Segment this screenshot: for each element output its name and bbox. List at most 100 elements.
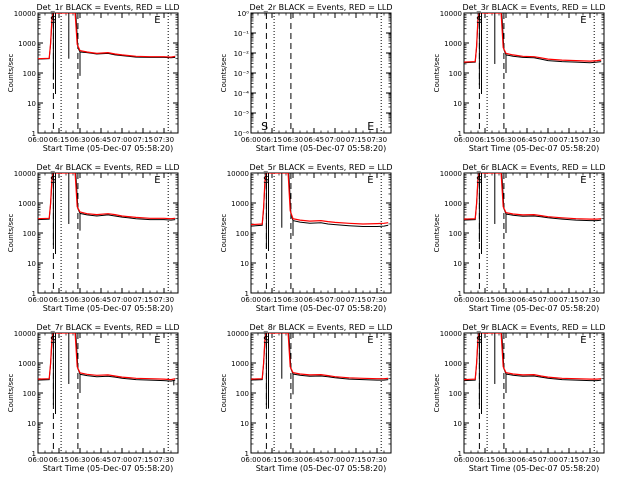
x-tick-label: 06:30 bbox=[496, 456, 516, 464]
y-tick-label: 1000 bbox=[18, 360, 36, 368]
x-tick-label: 07:15 bbox=[346, 136, 366, 144]
x-tick-label: 07:30 bbox=[367, 136, 387, 144]
plot-area bbox=[38, 333, 176, 453]
y-tick-label: 10 bbox=[27, 260, 36, 268]
y-tick-label: 10⁻³ bbox=[234, 70, 250, 78]
x-tick-label: 06:15 bbox=[475, 456, 495, 464]
x-tick-label: 07:15 bbox=[559, 136, 579, 144]
y-tick-label: 1000 bbox=[444, 40, 462, 48]
panel-title: Det_4r BLACK = Events, RED = LLD bbox=[36, 163, 179, 172]
y-tick-label: 1000 bbox=[231, 360, 249, 368]
y-tick-label: 100 bbox=[23, 70, 36, 78]
x-tick-label: 07:15 bbox=[346, 296, 366, 304]
start-marker: S bbox=[476, 335, 482, 346]
x-tick-label: 06:00 bbox=[28, 296, 48, 304]
start-marker: S bbox=[476, 15, 482, 26]
panel-det8r: Det_8r BLACK = Events, RED = LLD 1 10 100 10… bbox=[220, 323, 393, 473]
y-axis-label: Counts/sec bbox=[433, 374, 441, 413]
end-marker: E bbox=[367, 175, 373, 186]
x-tick-label: 07:00 bbox=[538, 136, 558, 144]
x-tick-label: 06:00 bbox=[454, 136, 474, 144]
plot-frame bbox=[463, 12, 605, 134]
end-marker: E bbox=[580, 175, 586, 186]
x-tick-label: 06:15 bbox=[49, 296, 69, 304]
x-axis-label: Start Time (05-Dec-07 05:58:20) bbox=[469, 304, 600, 313]
x-tick-label: 07:15 bbox=[559, 456, 579, 464]
y-tick-label: 1000 bbox=[231, 200, 249, 208]
x-axis-label: Start Time (05-Dec-07 05:58:20) bbox=[256, 464, 387, 473]
plot-frame bbox=[463, 332, 605, 454]
y-tick-label: 10 bbox=[453, 260, 462, 268]
x-tick-label: 07:15 bbox=[133, 296, 153, 304]
y-tick-label: 10 bbox=[27, 100, 36, 108]
y-tick-label: 1 bbox=[245, 290, 249, 298]
start-marker: S bbox=[50, 335, 56, 346]
panel-title: Det_7r BLACK = Events, RED = LLD bbox=[36, 323, 179, 332]
x-tick-label: 06:30 bbox=[70, 136, 90, 144]
plot-area bbox=[38, 13, 176, 133]
x-tick-label: 06:30 bbox=[496, 296, 516, 304]
x-tick-label: 07:00 bbox=[112, 136, 132, 144]
y-tick-label: 10 bbox=[453, 420, 462, 428]
x-tick-label: 06:15 bbox=[262, 136, 282, 144]
x-tick-label: 07:00 bbox=[325, 456, 345, 464]
panel-det6r: Det_6r BLACK = Events, RED = LLD 1 10 100 10… bbox=[433, 163, 606, 313]
end-marker: E bbox=[154, 15, 160, 26]
plot-frame bbox=[37, 172, 179, 294]
panel-det3r: Det_3r BLACK = Events, RED = LLD 1 10 100 10… bbox=[433, 3, 606, 153]
plot-area bbox=[38, 173, 176, 293]
end-marker: E bbox=[367, 335, 373, 346]
lld-line bbox=[251, 173, 389, 226]
y-axis-label: Counts/sec bbox=[433, 214, 441, 253]
x-tick-label: 07:15 bbox=[133, 136, 153, 144]
y-tick-label: 100 bbox=[449, 390, 462, 398]
y-tick-label: 100 bbox=[236, 230, 249, 238]
x-tick-label: 07:15 bbox=[133, 456, 153, 464]
x-tick-label: 06:15 bbox=[262, 296, 282, 304]
x-tick-label: 06:30 bbox=[283, 296, 303, 304]
plot-area bbox=[251, 333, 389, 453]
y-axis-label: Counts/sec bbox=[7, 374, 15, 413]
x-tick-label: 07:30 bbox=[154, 456, 174, 464]
y-tick-label: 10⁻¹ bbox=[234, 30, 250, 38]
y-tick-label: 1000 bbox=[444, 200, 462, 208]
y-tick-label: 10⁻⁴ bbox=[234, 90, 250, 98]
plot-frame bbox=[37, 332, 179, 454]
panel-det1r: Det_1r BLACK = Events, RED = LLD 1 10 100 10… bbox=[7, 3, 180, 153]
y-tick-label: 100 bbox=[23, 230, 36, 238]
end-marker: E bbox=[367, 120, 374, 133]
x-tick-label: 06:15 bbox=[475, 296, 495, 304]
start-marker: S bbox=[261, 120, 268, 133]
x-tick-label: 06:15 bbox=[262, 456, 282, 464]
panel-det7r: Det_7r BLACK = Events, RED = LLD 1 10 100 10… bbox=[7, 323, 180, 473]
start-marker: S bbox=[263, 335, 269, 346]
x-tick-label: 07:15 bbox=[346, 456, 366, 464]
x-tick-label: 06:30 bbox=[283, 136, 303, 144]
x-tick-label: 06:45 bbox=[91, 136, 111, 144]
y-tick-label: 10⁻⁶ bbox=[234, 130, 250, 138]
x-tick-label: 06:45 bbox=[304, 296, 324, 304]
x-tick-label: 06:30 bbox=[70, 296, 90, 304]
x-axis-label: Start Time (05-Dec-07 05:58:20) bbox=[469, 144, 600, 153]
x-tick-label: 07:00 bbox=[112, 456, 132, 464]
start-marker: S bbox=[50, 15, 56, 26]
x-tick-label: 06:30 bbox=[283, 456, 303, 464]
x-tick-label: 06:45 bbox=[91, 296, 111, 304]
y-tick-label: 1 bbox=[245, 450, 249, 458]
x-tick-label: 07:30 bbox=[580, 136, 600, 144]
x-axis-label: Start Time (05-Dec-07 05:58:20) bbox=[43, 144, 174, 153]
x-tick-label: 06:30 bbox=[496, 136, 516, 144]
plot-area bbox=[265, 13, 382, 133]
y-tick-label: 1000 bbox=[444, 360, 462, 368]
panel-det4r: Det_4r BLACK = Events, RED = LLD 1 10 100 10… bbox=[7, 163, 180, 313]
lld-line bbox=[38, 13, 176, 60]
x-tick-label: 07:00 bbox=[325, 136, 345, 144]
y-tick-label: 1 bbox=[32, 290, 36, 298]
x-tick-label: 06:45 bbox=[91, 456, 111, 464]
x-tick-label: 06:00 bbox=[454, 296, 474, 304]
x-tick-label: 06:45 bbox=[517, 456, 537, 464]
panel-det2r: Det_2r BLACK = Events, RED = LLD 10⁻⁶ 10⁻⁵… bbox=[220, 3, 393, 153]
x-tick-label: 06:15 bbox=[475, 136, 495, 144]
y-axis-label: Counts/sec bbox=[7, 214, 15, 253]
